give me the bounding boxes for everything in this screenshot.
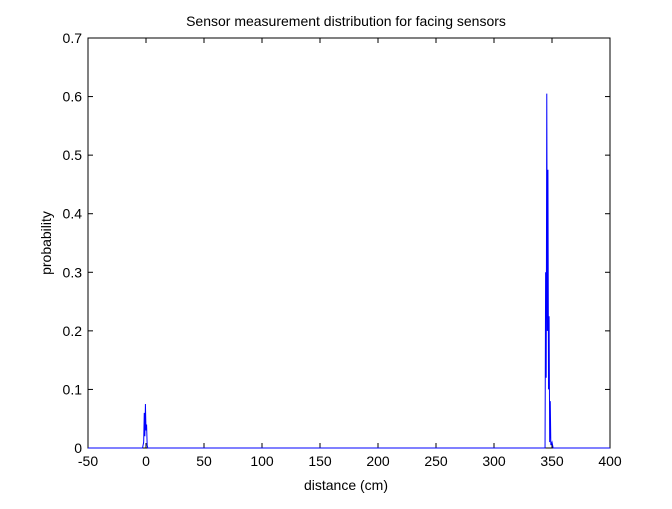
series-line-0 [88, 93, 610, 449]
x-tick-label: 100 [250, 453, 274, 469]
x-tick-label: 150 [308, 453, 332, 469]
x-tick-label: -50 [78, 453, 98, 469]
x-tick-label: 200 [366, 453, 390, 469]
y-axis-label: probability [38, 211, 54, 275]
y-tick-label: 0 [74, 440, 82, 456]
plot-area: -50 0 50 100 150 200 250 300 350 40000.10.20.30.4… [63, 30, 622, 469]
y-tick-label: 0.7 [63, 30, 83, 46]
x-tick-label: 400 [598, 453, 622, 469]
y-tick-label: 0.5 [63, 147, 83, 163]
axes-box [87, 37, 611, 449]
y-tick-label: 0.3 [63, 264, 83, 280]
y-tick-label: 0.6 [63, 89, 83, 105]
y-tick-label: 0.4 [63, 206, 83, 222]
x-axis-label: distance (cm) [304, 477, 388, 493]
x-tick-label: 350 [540, 453, 564, 469]
y-tick-label: 0.2 [63, 323, 83, 339]
y-tick-label: 0.1 [63, 381, 83, 397]
chart-title: Sensor measurement distribution for faci… [186, 13, 506, 29]
x-tick-label: 300 [482, 453, 506, 469]
x-tick-label: 0 [142, 453, 150, 469]
x-tick-label: 250 [424, 453, 448, 469]
x-tick-label: 50 [196, 453, 212, 469]
